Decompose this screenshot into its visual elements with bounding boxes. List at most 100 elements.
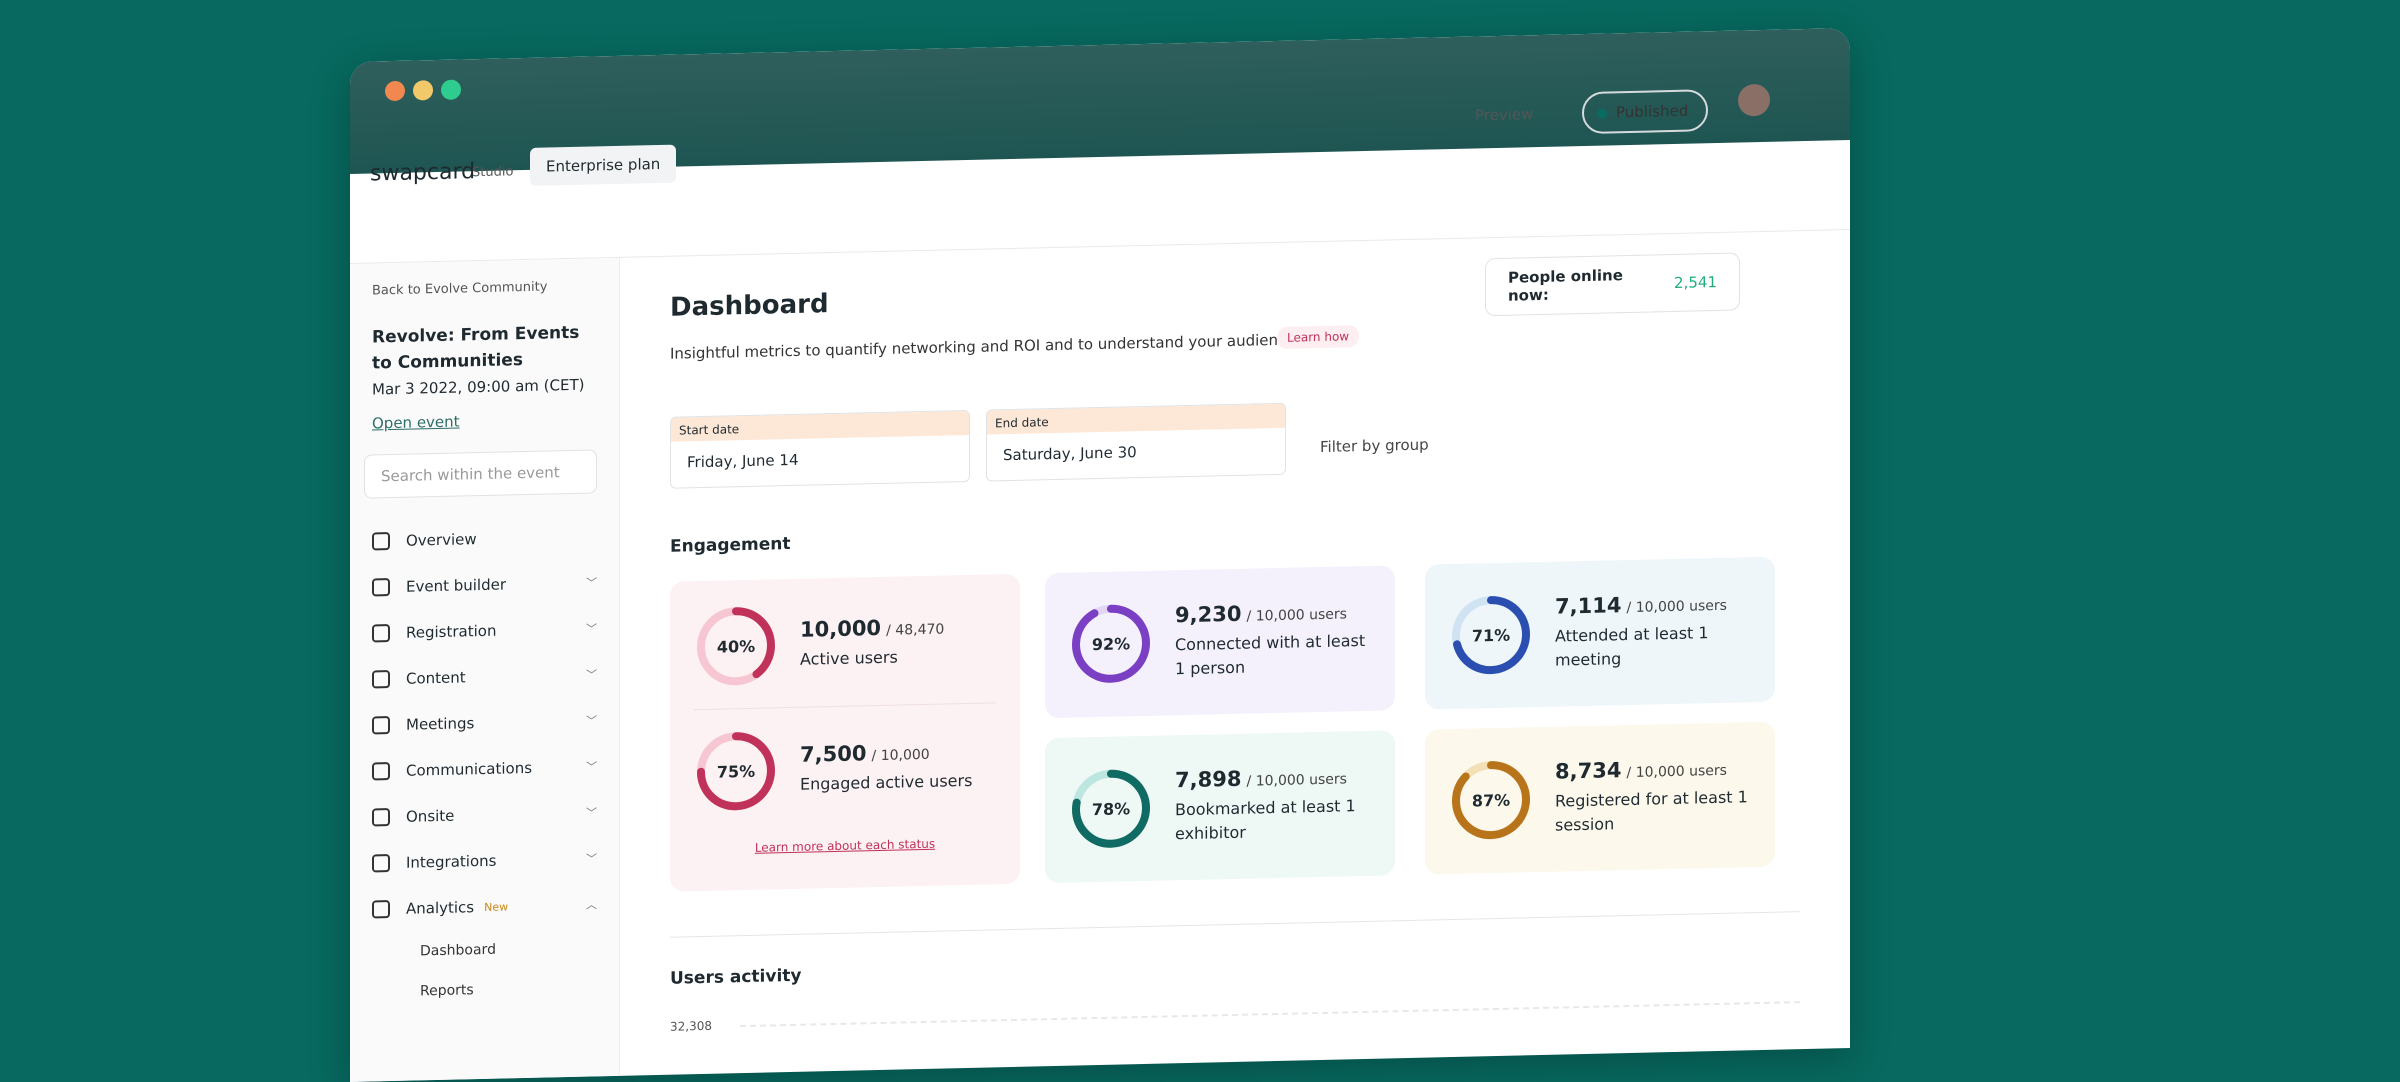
stat-text: 7,114 / 10,000 users Attended at least 1 … (1555, 590, 1751, 672)
activity-tick: 32,308 (670, 1018, 712, 1034)
product: Studio (472, 164, 514, 181)
nav-item[interactable]: Analytics New ︿ (372, 881, 597, 932)
nav-item[interactable]: Event builder ﹀ (372, 559, 597, 610)
stat-line: 9,230 / 10,000 users (1175, 599, 1371, 628)
online-box: People online now: 2,541 (1485, 252, 1740, 317)
nav-item[interactable]: Onsite ﹀ (372, 789, 597, 840)
stat-value: 7,898 (1175, 766, 1242, 793)
start-date-value: Friday, June 14 (687, 450, 799, 472)
ring-svg (697, 607, 775, 686)
filter-button[interactable]: Filter by group (1320, 435, 1429, 456)
brand[interactable]: swapcard (370, 159, 476, 187)
nav-icon (372, 762, 390, 781)
stat-total: / 48,470 (886, 621, 945, 639)
metric-card: 87% 8,734 / 10,000 users Registered for at… (1425, 721, 1775, 875)
progress-ring: 87% (1449, 757, 1533, 843)
stat-value: 10,000 (800, 615, 882, 642)
stat-line: 8,734 / 10,000 users (1555, 755, 1751, 784)
stat-value: 7,500 (800, 741, 867, 767)
engagement-cards: 40% 10,000 / 48,470 Active users 75% 7,500 /… (670, 556, 1800, 902)
maximize-dot[interactable] (441, 79, 461, 100)
open-event-link[interactable]: Open event (372, 412, 460, 433)
ring-percent: 87% (1471, 790, 1511, 811)
end-date[interactable]: End date Saturday, June 30 (986, 402, 1286, 482)
stat-text: 7,500 / 10,000 Engaged active users (800, 739, 972, 797)
back-link[interactable]: Back to Evolve Community (372, 279, 548, 299)
learn-how[interactable]: Learn how (1277, 325, 1360, 349)
subnav-item[interactable]: Dashboard (420, 941, 496, 960)
chevron: ﹀ (586, 576, 597, 590)
subnav-item[interactable]: Reports (420, 982, 474, 1000)
close-dot[interactable] (385, 80, 405, 102)
plan-button[interactable]: Enterprise plan (530, 144, 677, 186)
nav-icon (372, 670, 390, 689)
stat-value: 7,114 (1555, 593, 1622, 619)
ring-percent: 71% (1471, 625, 1511, 646)
chevron: ﹀ (586, 622, 597, 636)
nav-item[interactable]: Overview (372, 513, 597, 564)
stat-text: 10,000 / 48,470 Active users (800, 615, 944, 672)
nav-item[interactable]: Integrations ﹀ (372, 835, 597, 886)
ring-arc (1072, 604, 1150, 683)
page: swapcard Studio Enterprise plan Preview … (350, 27, 1850, 1082)
end-date-value: Saturday, June 30 (1003, 443, 1137, 465)
minimize-dot[interactable] (413, 80, 433, 101)
preview-button[interactable]: Preview (1475, 105, 1534, 125)
page-subtitle: Insightful metrics to quantify networkin… (670, 329, 1350, 363)
nav-label: Registration (406, 621, 497, 642)
nav-icon (372, 532, 390, 551)
card-divider (694, 702, 996, 711)
online-value: 2,541 (1674, 272, 1717, 292)
nav-label: Meetings (406, 714, 475, 734)
browser-window: swapcard Studio Enterprise plan Preview … (350, 27, 1850, 1082)
ring-svg (697, 732, 775, 811)
nav-icon (372, 854, 390, 873)
event-title: Revolve: From Events to Communities (372, 322, 580, 374)
search-input[interactable]: Search within the event (364, 449, 597, 499)
nav-label: Content (406, 668, 466, 688)
ring-arc (697, 607, 775, 686)
nav-item[interactable]: Communications ﹀ (372, 743, 597, 794)
chevron: ﹀ (586, 760, 597, 774)
activity-title: Users activity (670, 965, 802, 989)
ring-svg (1072, 604, 1150, 683)
nav-item[interactable]: Registration ﹀ (372, 605, 597, 656)
activity-grid-line (740, 1001, 1800, 1028)
ring-percent: 78% (1091, 798, 1131, 819)
stat-value: 8,734 (1555, 758, 1622, 784)
start-date[interactable]: Start date Friday, June 14 (670, 409, 970, 489)
ring-percent: 75% (716, 761, 756, 782)
chevron: ︿ (586, 898, 597, 912)
nav-icon (372, 900, 390, 919)
status-link[interactable]: Learn more about each status (754, 836, 936, 855)
stat-total: / 10,000 users (1626, 762, 1727, 782)
ring-arc (697, 732, 775, 811)
stat-text: 8,734 / 10,000 users Registered for at le… (1555, 755, 1751, 837)
main-content: Dashboard Insightful metrics to quantify… (620, 230, 1850, 1076)
ring-arc (1452, 596, 1530, 675)
progress-ring: 78% (1069, 766, 1153, 852)
metric-card: 78% 7,898 / 10,000 users Bookmarked at lea… (1045, 730, 1395, 884)
stat-line: 10,000 / 48,470 (800, 615, 944, 642)
stat-total: / 10,000 users (1626, 597, 1727, 617)
page-title: Dashboard (670, 289, 829, 323)
nav-item[interactable]: Meetings ﹀ (372, 697, 597, 748)
stat-label: Active users (800, 647, 898, 669)
nav-item[interactable]: Content ﹀ (372, 651, 597, 702)
ring-percent: 92% (1091, 633, 1131, 654)
nav-label: Analytics (406, 898, 475, 918)
nav-list: Overview Event builder ﹀ Registration ﹀ Conte… (372, 513, 597, 1012)
nav-label: Overview (406, 530, 477, 550)
stat-label: Attended at least 1 meeting (1555, 623, 1709, 670)
stat-line: 7,114 / 10,000 users (1555, 590, 1751, 619)
metric-card: 92% 9,230 / 10,000 users Connected with at… (1045, 565, 1395, 719)
ring-percent: 40% (716, 636, 756, 657)
stat-line: 7,898 / 10,000 users (1175, 764, 1371, 793)
new-badge: New (484, 899, 509, 914)
stat-total: / 10,000 (871, 746, 930, 765)
nav-label: Communications (406, 758, 533, 780)
progress-ring: 92% (1069, 601, 1153, 687)
chevron: ﹀ (586, 714, 597, 728)
stat-total: / 10,000 users (1246, 771, 1347, 790)
stat: 75% 7,500 / 10,000 Engaged active users (694, 723, 996, 814)
